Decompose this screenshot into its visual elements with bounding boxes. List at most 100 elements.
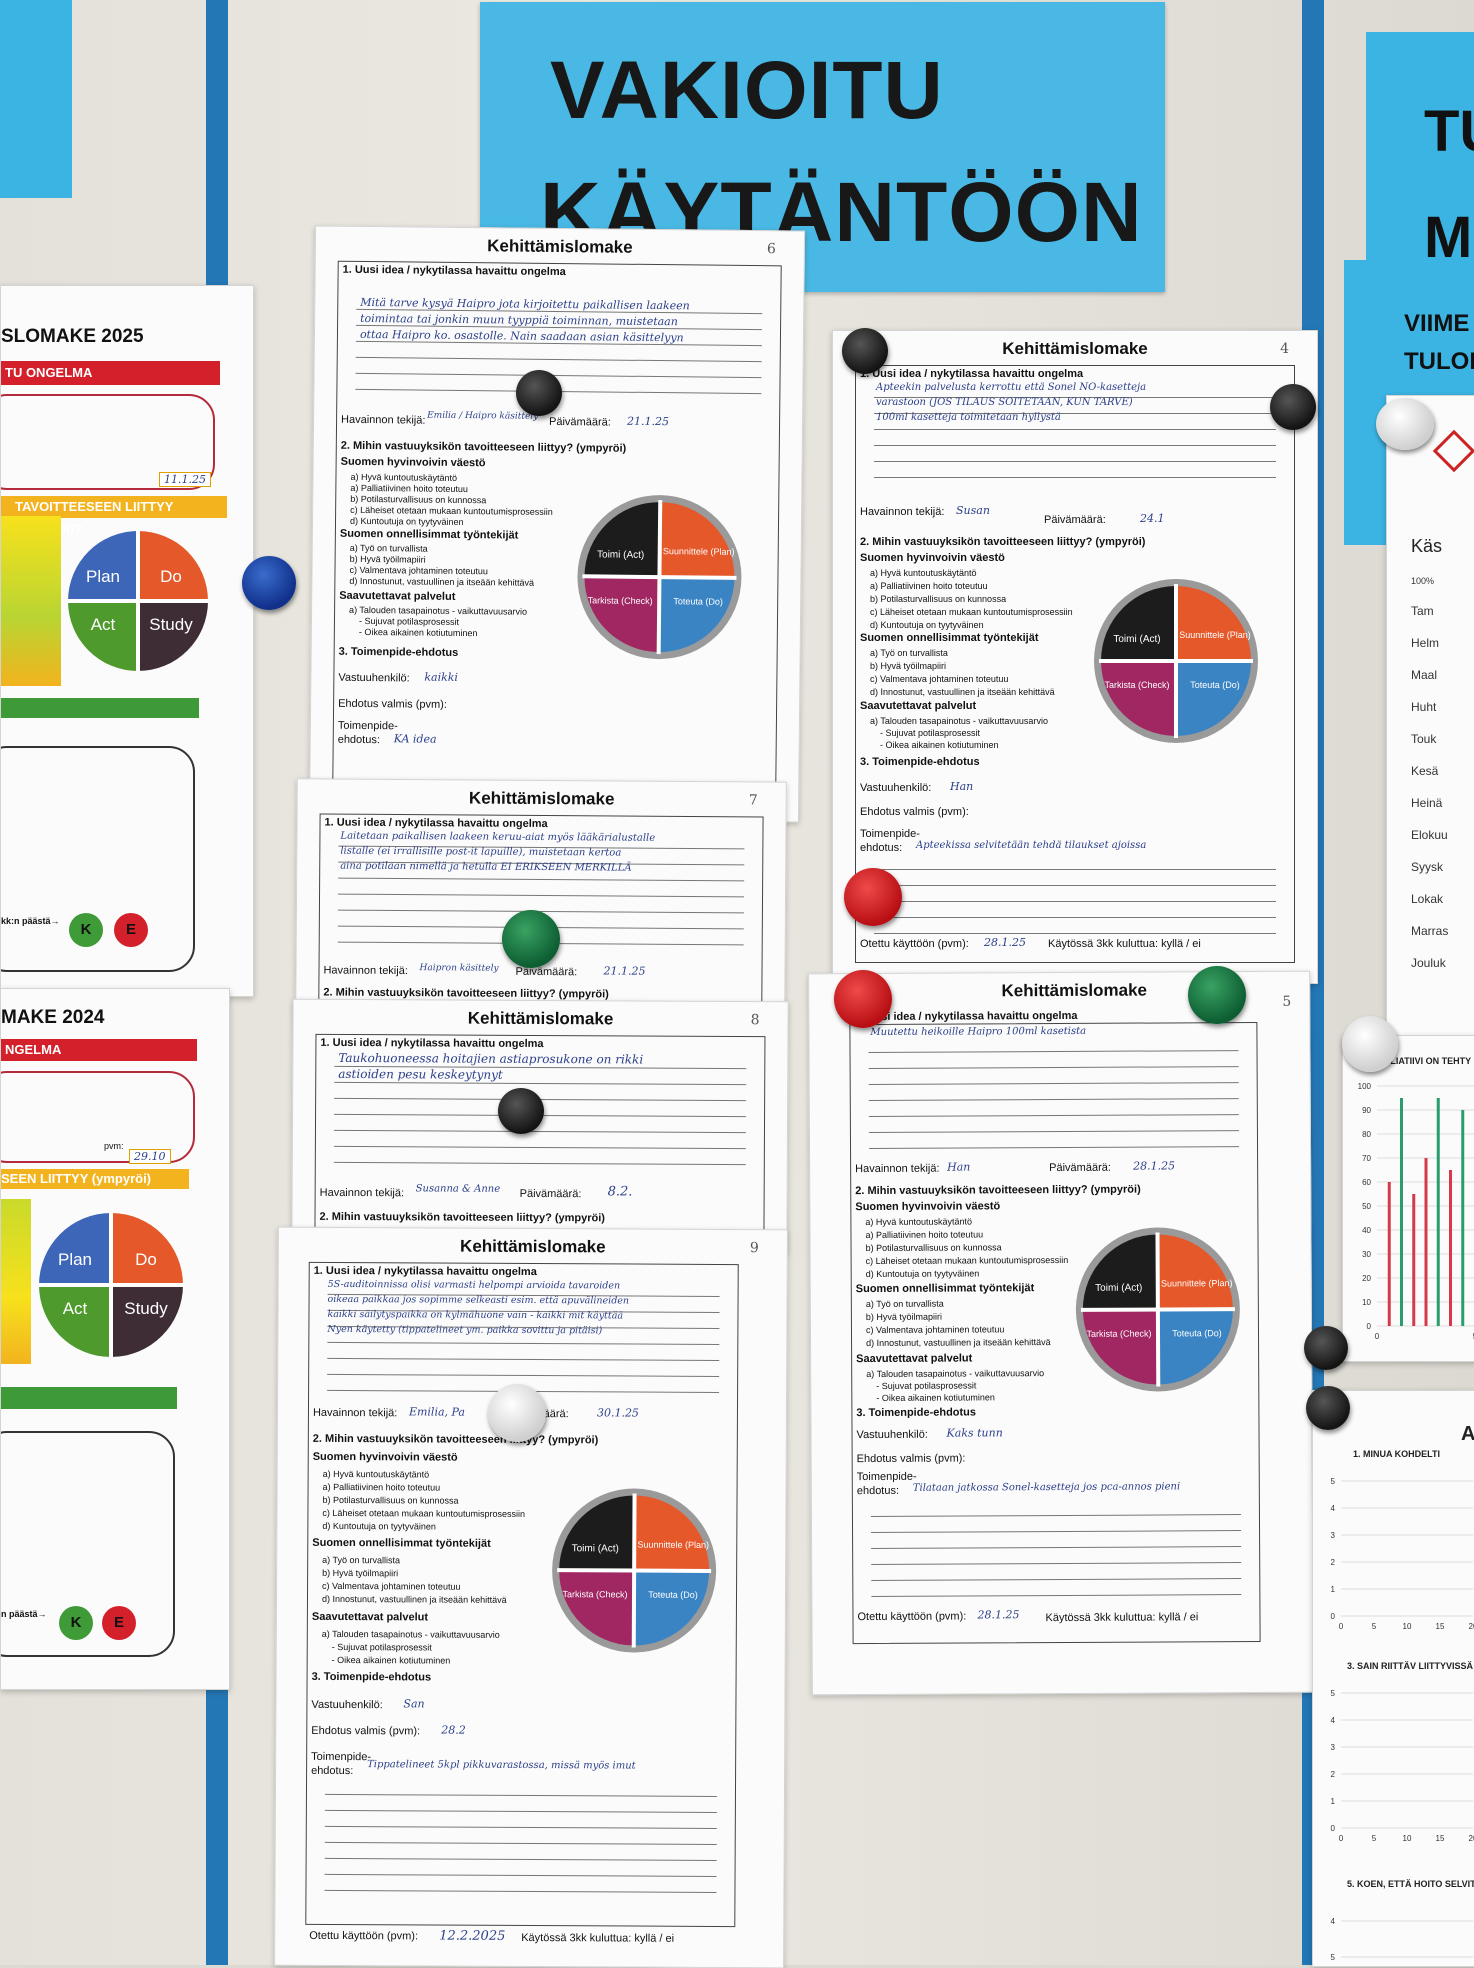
y-tick-label: 2 bbox=[1331, 1770, 1336, 1779]
form9-s2: 2. Mihin vastuuyksikön tavoitteeseen lii… bbox=[312, 1432, 599, 1447]
left2-pdca-study: Study bbox=[124, 1299, 168, 1318]
x-tick-label: 0 bbox=[1339, 1834, 1344, 1843]
form8-title: Kehittämislomake bbox=[467, 1008, 614, 1029]
form5-g3-a: a) Talouden tasapainotus - vaikuttavuusa… bbox=[866, 1368, 1045, 1380]
black-magnet[interactable] bbox=[1304, 1326, 1348, 1370]
left2-pdca-plan: Plan bbox=[58, 1250, 92, 1269]
form9-g2-b: b) Hyvä työilmapiiri bbox=[322, 1567, 399, 1579]
form4-idea1: Apteekin palvelusta kerrottu että Sonel … bbox=[876, 382, 1147, 393]
right-banner-sub2: TULOK bbox=[1404, 348, 1474, 375]
form-7: Kehittämislomake 7 1. Uusi idea / nykyti… bbox=[295, 778, 787, 1024]
form5-g1-b: b) Potilasturvallisuus on kunnossa bbox=[865, 1242, 1002, 1254]
left-action-box bbox=[1, 746, 195, 972]
red-magnet[interactable] bbox=[834, 970, 892, 1028]
form9-adopted: 12.2.2025 bbox=[439, 1928, 506, 1944]
form4-s2: 2. Mihin vastuuyksikön tavoitteeseen lii… bbox=[860, 536, 1146, 548]
form4-pdca-do: Toteuta (Do) bbox=[1190, 680, 1240, 690]
left-pdca-study: Study bbox=[149, 615, 193, 634]
form9-action: Tippatelineet 5kpl pikkuvarastossa, miss… bbox=[367, 1759, 636, 1772]
y-tick-label: 5 bbox=[1331, 1689, 1336, 1698]
form8-s2: 2. Mihin vastuuyksikön tavoitteeseen lii… bbox=[319, 1210, 606, 1225]
right-list-item: Heinä bbox=[1411, 796, 1443, 810]
form4-observer: Susan bbox=[956, 504, 990, 517]
form7-observer: Haipron käsittely bbox=[419, 963, 499, 974]
right-list-item: Syysk bbox=[1411, 860, 1444, 874]
left-sheet-2025: SLOMAKE 2025 TU ONGELMA 11.1.25 TAVOITTE… bbox=[0, 285, 254, 997]
left2-idea-box bbox=[1, 1071, 195, 1163]
form5-g3: Saavutettavat palvelut bbox=[856, 1352, 973, 1366]
form9-action-label1: Toimenpide- bbox=[311, 1750, 372, 1764]
form4-frame: 1. Uusi idea / nykytilassa havaittu onge… bbox=[855, 365, 1295, 963]
y-tick-label: 0 bbox=[1331, 1612, 1336, 1621]
form5-g2-b: b) Hyvä työilmapiiri bbox=[865, 1311, 942, 1323]
form6-g1-d: d) Kuntoutuja on tyytyväinen bbox=[349, 515, 464, 528]
white-magnet[interactable] bbox=[1376, 398, 1434, 450]
form8-frame: 1. Uusi idea / nykytilassa havaittu onge… bbox=[314, 1033, 766, 1254]
left2-colorbar bbox=[1, 1199, 31, 1364]
banner-line1: VAKIOITU bbox=[550, 45, 944, 136]
black-magnet[interactable] bbox=[516, 370, 562, 416]
form9-g2-c: c) Valmentava johtaminen toteutuu bbox=[322, 1580, 461, 1592]
form7-observer-label: Havainnon tekijä: bbox=[323, 964, 408, 978]
chart-bar bbox=[1400, 1098, 1403, 1326]
left-sheet-2024: MAKE 2024 NGELMA pvm: 29.10 SEEN LIITTYY… bbox=[0, 988, 230, 1690]
y-tick-label: 4 bbox=[1331, 1716, 1336, 1725]
left-green-bar bbox=[1, 698, 199, 718]
form6-g2-a: a) Työ on turvallista bbox=[349, 542, 428, 554]
black-magnet[interactable] bbox=[498, 1088, 544, 1134]
left-pdca-plan: Plan bbox=[86, 567, 120, 586]
chart-title: PALLIATIIVI ON TEHTY bbox=[1373, 1056, 1471, 1066]
form4-g3: Saavutettavat palvelut bbox=[860, 700, 977, 712]
blue-magnet[interactable] bbox=[242, 556, 296, 610]
form4-observer-label: Havainnon tekijä: bbox=[860, 506, 945, 518]
form4-g2: Suomen onnellisimmat työntekijät bbox=[860, 632, 1039, 644]
form5-pdca-act: Toimi (Act) bbox=[1095, 1283, 1142, 1294]
green-magnet[interactable] bbox=[502, 910, 560, 968]
white-magnet[interactable] bbox=[1342, 1016, 1398, 1072]
form6-number: 6 bbox=[766, 241, 776, 258]
black-magnet[interactable] bbox=[1270, 384, 1316, 430]
black-magnet[interactable] bbox=[842, 328, 888, 374]
form6-g3-b: - Sujuvat potilasprosessit bbox=[358, 615, 460, 627]
y-tick-label: 3 bbox=[1331, 1743, 1336, 1752]
red-magnet[interactable] bbox=[844, 868, 902, 926]
form7-idea2: listalle (ei irrallisille post-it lapuil… bbox=[340, 845, 622, 859]
form6-pdca-plan: Suunnittele (Plan) bbox=[663, 546, 735, 557]
form9-g1-a: a) Hyvä kuntoutuskäytäntö bbox=[322, 1468, 430, 1480]
right-list-item: 100% bbox=[1411, 576, 1435, 586]
form5-adopted-label: Otettu käyttöön (pvm): bbox=[857, 1610, 967, 1624]
form5-pdca-check: Tarkista (Check) bbox=[1086, 1329, 1151, 1339]
form9-g2-d: d) Innostunut, vastuullinen ja itseään k… bbox=[321, 1593, 507, 1605]
y-tick-label: 10 bbox=[1362, 1298, 1371, 1307]
form6-g2-c: c) Valmentava johtaminen toteutuu bbox=[349, 564, 488, 577]
form8-number: 8 bbox=[750, 1012, 760, 1029]
green-magnet[interactable] bbox=[1188, 966, 1246, 1024]
form4-g3-c: - Oikea aikainen kotiutuminen bbox=[880, 740, 999, 750]
form6-observer: Emilia / Haipro käsittely bbox=[427, 410, 539, 422]
form9-action-label2: ehdotus: bbox=[311, 1764, 354, 1778]
left-pdca-do: Do bbox=[160, 567, 182, 586]
form4-adopted-label: Otettu käyttöön (pvm): bbox=[860, 938, 969, 950]
right-list-item: Touk bbox=[1411, 732, 1437, 746]
form6-pdca-act: Toimi (Act) bbox=[597, 549, 644, 560]
form4-pdca-wheel: Toimi (Act) Suunnittele (Plan) Tarkista … bbox=[1094, 579, 1258, 743]
form4-action-label1: Toimenpide- bbox=[860, 828, 920, 840]
form9-g3-b: - Sujuvat potilasprosessit bbox=[331, 1641, 432, 1653]
form9-s3: 3. Toimenpide-ehdotus bbox=[311, 1670, 432, 1684]
chart-bar bbox=[1412, 1194, 1416, 1326]
form4-date-label: Päivämäärä: bbox=[1044, 514, 1106, 526]
left-sheet-title: SLOMAKE 2025 bbox=[1, 326, 144, 347]
form5-g1: Suomen hyvinvoivin väestö bbox=[855, 1200, 1001, 1214]
chart-bar bbox=[1436, 1098, 1440, 1326]
black-magnet[interactable] bbox=[1306, 1386, 1350, 1430]
form7-s1: 1. Uusi idea / nykytilassa havaittu onge… bbox=[324, 816, 548, 831]
form9-pdca-act: Toimi (Act) bbox=[572, 1543, 619, 1554]
form6-g2-b: b) Hyvä työilmapiiri bbox=[349, 553, 426, 565]
left2-k-dot: K bbox=[59, 1606, 93, 1640]
white-magnet[interactable] bbox=[488, 1384, 546, 1442]
form5-observer: Han bbox=[947, 1160, 971, 1174]
y-tick-label: 0 bbox=[1367, 1322, 1372, 1331]
right-chart-sheet-1: PALLIATIIVI ON TEHTY 0 10 20 30 40 50 60 70 80 90 1… bbox=[1342, 1035, 1474, 1362]
form4-g2-b: b) Hyvä työilmapiiri bbox=[870, 661, 947, 671]
survey-chart-3: 5. KOEN, ETTÄ HOITO SELVITYMÄ 5 4 bbox=[1331, 1879, 1474, 1961]
